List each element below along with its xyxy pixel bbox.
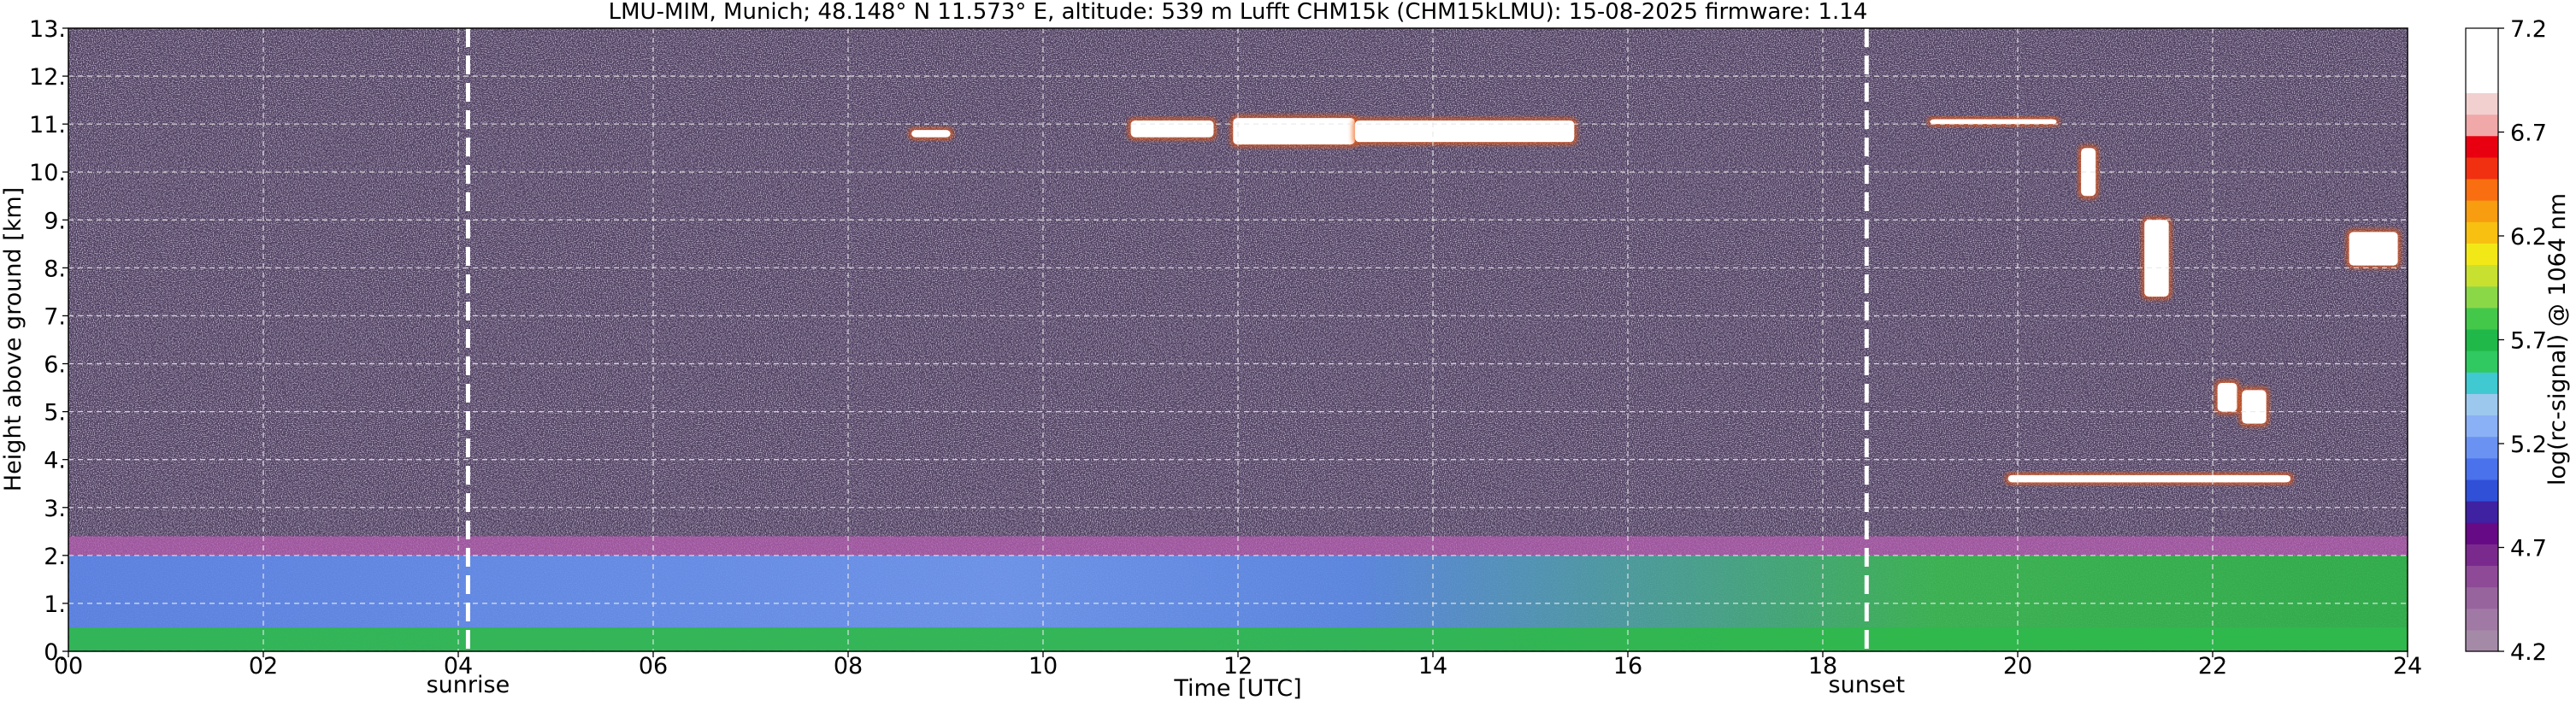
colorbar-swatch: [2466, 71, 2498, 94]
cloud-10: [2346, 229, 2401, 268]
cloud-9: [2239, 387, 2269, 427]
colorbar-swatch: [2466, 457, 2498, 480]
colorbar-swatch: [2466, 565, 2498, 588]
x-tick-label: 12: [1223, 653, 1253, 680]
cloud-4: [1352, 117, 1577, 145]
cloud-6: [2078, 145, 2099, 199]
colorbar-swatch: [2466, 264, 2498, 287]
colorbar-swatch: [2466, 135, 2498, 158]
y-tick-label: 2.: [44, 544, 66, 570]
colorbar-swatch: [2466, 114, 2498, 137]
colorbar-tick-label: 4.2: [2510, 639, 2547, 666]
sunset-label: sunset: [1829, 672, 1906, 698]
colorbar: [2466, 28, 2498, 652]
x-tick-label: 02: [249, 653, 278, 680]
y-tick-label: 3.: [44, 496, 66, 522]
cloud-5: [1927, 116, 2060, 127]
colorbar-swatch: [2466, 178, 2498, 201]
colorbar-swatch: [2466, 28, 2498, 50]
colorbar-swatch: [2466, 415, 2498, 438]
y-tick-label: 7.: [44, 303, 66, 330]
cloud-1: [909, 127, 953, 140]
colorbar-swatch: [2466, 586, 2498, 609]
colorbar-tick-label: 4.7: [2510, 536, 2547, 562]
x-tick-label: 08: [834, 653, 863, 680]
y-tick-label: 0.: [44, 639, 66, 666]
colorbar-swatch: [2466, 221, 2498, 244]
colorbar-tick-label: 5.2: [2510, 432, 2547, 458]
cloud-2: [1128, 117, 1217, 140]
y-tick-label: 12.: [29, 64, 66, 91]
x-tick-label: 10: [1029, 653, 1058, 680]
y-tick-label: 10.: [29, 160, 66, 186]
cloud-3: [1230, 115, 1358, 147]
chart-title: LMU-MIM, Munich; 48.148° N 11.573° E, al…: [609, 0, 1868, 25]
y-tick-label: 13.: [29, 16, 66, 43]
cloud-8: [2214, 379, 2240, 415]
x-tick-label: 04: [444, 653, 473, 680]
y-tick-label: 6.: [44, 352, 66, 379]
colorbar-swatch: [2466, 156, 2498, 179]
colorbar-swatch: [2466, 200, 2498, 222]
y-tick-label: 5.: [44, 400, 66, 427]
cloud-7: [2142, 217, 2172, 300]
y-tick-label: 8.: [44, 256, 66, 282]
colorbar-swatch: [2466, 393, 2498, 416]
y-tick-label: 11.: [29, 112, 66, 138]
colorbar-swatch: [2466, 92, 2498, 115]
colorbar-swatch: [2466, 350, 2498, 373]
colorbar-swatch: [2466, 544, 2498, 567]
colorbar-swatch: [2466, 436, 2498, 459]
colorbar-swatch: [2466, 608, 2498, 631]
x-tick-label: 16: [1613, 653, 1642, 680]
colorbar-tick-label: 5.7: [2510, 328, 2547, 355]
colorbar-swatch: [2466, 307, 2498, 330]
colorbar-swatch: [2466, 479, 2498, 502]
plot-area: [68, 28, 2408, 651]
colorbar-swatch: [2466, 285, 2498, 309]
colorbar-swatch: [2466, 243, 2498, 266]
colorbar-tick-label: 6.2: [2510, 224, 2547, 250]
sunrise-label: sunrise: [427, 672, 510, 698]
colorbar-swatch: [2466, 522, 2498, 544]
x-tick-label: 14: [1418, 653, 1447, 680]
colorbar-swatch: [2466, 372, 2498, 394]
x-tick-label: 18: [1808, 653, 1837, 680]
x-tick-label: 00: [54, 653, 83, 680]
y-tick-label: 1.: [44, 591, 66, 618]
y-tick-label: 9.: [44, 208, 66, 234]
x-tick-label: 20: [2003, 653, 2032, 680]
colorbar-tick-label: 6.7: [2510, 121, 2547, 147]
colorbar-swatch: [2466, 629, 2498, 652]
y-axis-label: Height above ground [km]: [0, 187, 27, 491]
colorbar-label: log(rc-signal) @ 1064 nm: [2544, 193, 2571, 485]
cloud-11: [2005, 472, 2294, 485]
x-tick-label: 06: [639, 653, 668, 680]
colorbar-swatch: [2466, 501, 2498, 523]
colorbar-swatch: [2466, 50, 2498, 72]
y-tick-label: 4.: [44, 448, 66, 474]
x-axis-label: Time [UTC]: [1173, 675, 1301, 702]
x-tick-label: 24: [2393, 653, 2422, 680]
colorbar-tick-label: 7.2: [2510, 16, 2547, 43]
colorbar-swatch: [2466, 328, 2498, 351]
x-tick-label: 22: [2198, 653, 2227, 680]
